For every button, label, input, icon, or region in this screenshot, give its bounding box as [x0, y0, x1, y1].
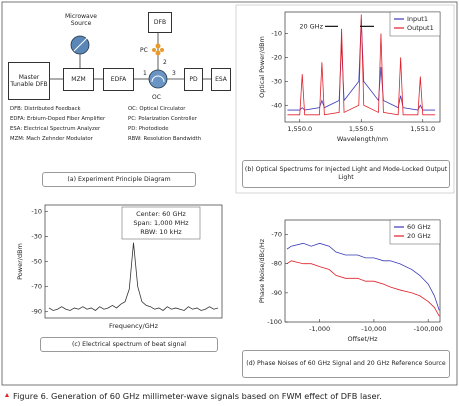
y-tick-label: -10	[31, 207, 42, 215]
port-label: 1	[143, 70, 147, 77]
annotation: Span: 1,000 MHz	[133, 219, 189, 227]
data-line	[286, 242, 440, 311]
port-label: 2	[163, 59, 167, 66]
oc-icon	[151, 75, 165, 83]
y-axis-label: Optical Power/dBm	[258, 36, 266, 98]
x-axis-label: Frequency/GHz	[109, 322, 159, 330]
y-tick-label: -70	[271, 231, 282, 239]
x-tick-label: 1,550.0	[287, 125, 312, 133]
x-tick-label: -1,000	[309, 325, 330, 333]
legend-box	[389, 219, 441, 245]
y-tick-label: -20	[271, 53, 282, 61]
node-label: OC	[152, 94, 161, 101]
panel-caption: (d) Phase Noises of 60 GHz Signal and 20…	[242, 350, 450, 378]
diagram-links	[50, 32, 211, 80]
panel-caption: (c) Electrical spectrum of beat signal	[40, 337, 218, 352]
annotation-box	[121, 206, 201, 240]
node: MZM	[63, 68, 94, 91]
y-tick-label: -30	[31, 232, 42, 240]
x-tick-label: 1,550.5	[349, 125, 374, 133]
legend-entry: RBW: Resolution Bandwidth	[128, 136, 202, 142]
microwave-icon	[73, 37, 88, 52]
legend-label: Output1	[407, 24, 434, 32]
panel-caption: (b) Optical Spectrums for Injected Light…	[242, 160, 450, 188]
x-tick-label: 1,551.0	[410, 125, 435, 133]
y-tick-label: -90	[271, 289, 282, 297]
node-label: PC	[140, 47, 148, 54]
node: ESA	[211, 68, 231, 91]
pc-icon	[152, 43, 164, 56]
legend-label: 60 GHz	[407, 223, 431, 231]
legend-label: 20 GHz	[407, 232, 431, 240]
legend-entry: ESA: Electrical Spectrum Analyzer	[10, 126, 101, 132]
legend-entry: PC: Polarization Controller	[128, 116, 197, 122]
node-label: Microwave Source	[65, 13, 97, 27]
annotation: Center: 60 GHz	[136, 210, 186, 218]
y-tick-label: -90	[31, 308, 42, 316]
y-tick-label: -70	[31, 283, 42, 291]
data-line	[286, 260, 440, 317]
annotation: 20 GHz	[299, 22, 323, 30]
node: DFB	[148, 12, 172, 33]
y-tick-label: -10	[271, 30, 282, 38]
panel-frame	[235, 4, 455, 194]
y-tick-label: -50	[31, 258, 42, 266]
y-axis-label: Power/dBm	[16, 243, 24, 280]
legend-entry: MZM: Mach Zehnder Modulator	[10, 136, 93, 142]
legend-entry: DFB: Distributed Feedback	[10, 106, 81, 112]
legend-entry: OC: Optical Circulator	[128, 106, 186, 112]
node: EDFA	[103, 68, 134, 91]
legend-entry: EDFA: Erbium-Doped Fiber Amplifier	[10, 116, 106, 122]
x-tick-label: -10,000	[361, 325, 386, 333]
node: Master Tunable DFB	[8, 62, 50, 100]
legend-box	[389, 11, 441, 37]
y-tick-label: -40	[271, 101, 282, 109]
x-axis-label: Wavelength/nm	[337, 135, 388, 143]
data-line	[48, 242, 219, 311]
x-tick-label: -100,000	[414, 325, 443, 333]
plot-frame	[284, 11, 441, 123]
node: PD	[184, 68, 203, 91]
plot-frame	[284, 219, 441, 323]
y-tick-label: -100	[267, 318, 282, 326]
figure-caption: Figure 6. Generation of 60 GHz millimete…	[13, 391, 382, 401]
x-axis-label: Offset/Hz	[347, 335, 378, 343]
legend-entry: PD: Photodiode	[128, 126, 169, 132]
annotation: RBW: 10 kHz	[140, 228, 182, 236]
data-line	[287, 14, 436, 116]
y-tick-label: -30	[271, 77, 282, 85]
y-tick-label: -80	[271, 260, 282, 268]
y-axis-label: Phase Noise/dBc/Hz	[258, 238, 266, 303]
port-label: 3	[172, 70, 176, 77]
oc-icon	[148, 69, 168, 89]
legend-label: Input1	[407, 15, 428, 23]
caption-marker	[5, 393, 9, 397]
outer-frame	[1, 1, 458, 386]
panel-caption: (a) Experiment Principle Diagram	[42, 172, 196, 187]
